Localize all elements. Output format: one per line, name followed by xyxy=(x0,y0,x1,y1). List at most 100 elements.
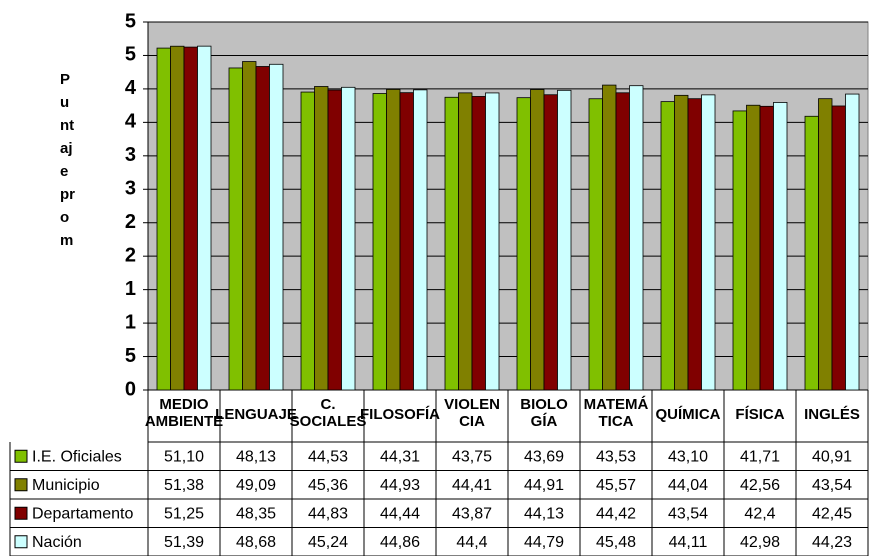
table-cell: 44,79 xyxy=(524,534,564,551)
table-cell: 41,71 xyxy=(740,448,780,465)
table-cell: 44,91 xyxy=(524,477,564,494)
bar xyxy=(845,93,860,391)
table-cell: 44,23 xyxy=(812,534,852,551)
bar xyxy=(197,45,212,391)
table-cell: 51,10 xyxy=(164,448,204,465)
table-cell: 44,31 xyxy=(380,448,420,465)
table-cell: 48,35 xyxy=(236,505,276,522)
table-cell: 44,11 xyxy=(669,534,708,551)
y-tick-label: 1 xyxy=(125,311,136,333)
table-cell: 43,69 xyxy=(524,448,564,465)
legend-key xyxy=(14,478,28,492)
bar xyxy=(242,61,257,391)
bar xyxy=(543,94,558,391)
table-cell: 51,39 xyxy=(164,534,204,551)
bar xyxy=(269,63,284,391)
y-tick-label: 3 xyxy=(125,144,136,166)
table-cell: 44,4 xyxy=(456,534,487,551)
bar xyxy=(530,89,545,391)
y-label-line: o xyxy=(60,209,69,226)
bar xyxy=(629,85,644,391)
y-tick-label: 0 xyxy=(125,378,136,400)
table-cell: 48,68 xyxy=(236,534,276,551)
table-cell: 44,53 xyxy=(308,448,348,465)
legend-key xyxy=(14,449,28,463)
bar xyxy=(746,104,761,391)
table-cell: 42,45 xyxy=(812,505,852,522)
bar xyxy=(804,115,819,391)
table-cell: 44,83 xyxy=(308,505,348,522)
bar xyxy=(615,92,630,391)
table-cell: 43,54 xyxy=(668,505,708,522)
bar xyxy=(557,89,572,391)
y-label-line: P xyxy=(60,71,70,88)
table-cell: 44,86 xyxy=(380,534,420,551)
x-tick-label: BIOLO GÍA xyxy=(520,396,568,430)
bar xyxy=(341,86,356,391)
bar xyxy=(660,101,675,391)
table-cell: 42,4 xyxy=(744,505,775,522)
table-cell: 40,91 xyxy=(812,448,852,465)
bar xyxy=(300,91,315,391)
y-tick-label: 4 xyxy=(125,111,137,133)
y-tick-label: 3 xyxy=(125,178,136,200)
y-tick-label: 2 xyxy=(125,244,136,266)
table-cell: 45,36 xyxy=(308,477,348,494)
legend-label: Nación xyxy=(32,534,82,551)
y-label-line: nt xyxy=(60,117,74,134)
bar xyxy=(471,96,486,391)
bar xyxy=(759,105,774,391)
table-cell: 43,87 xyxy=(452,505,492,522)
legend-label: Departamento xyxy=(32,505,133,522)
bar xyxy=(516,97,531,391)
y-label-line: m xyxy=(60,232,73,249)
table-cell: 44,42 xyxy=(596,505,636,522)
x-tick-label: FÍSICA xyxy=(735,406,784,423)
bar xyxy=(386,88,401,391)
table-cell: 43,53 xyxy=(596,448,636,465)
bar xyxy=(413,89,428,391)
x-tick-label: MATEMÁ TICA xyxy=(584,396,649,430)
bar xyxy=(588,98,603,391)
y-label-line: pr xyxy=(60,186,75,203)
bar xyxy=(831,105,846,391)
bar xyxy=(156,47,171,391)
bar xyxy=(444,96,459,391)
legend-label: Municipio xyxy=(32,477,100,494)
table-cell: 45,24 xyxy=(308,534,348,551)
bar xyxy=(327,89,342,391)
y-tick-label: 1 xyxy=(125,278,136,300)
table-cell: 44,93 xyxy=(380,477,420,494)
bar xyxy=(314,86,329,391)
bar xyxy=(701,94,716,391)
bar xyxy=(732,110,747,391)
x-tick-label: MEDIO AMBIENTE xyxy=(145,396,223,430)
y-tick-label: 4 xyxy=(125,77,137,99)
bar xyxy=(818,98,833,391)
table-cell: 44,04 xyxy=(668,477,708,494)
y-tick-label: 2 xyxy=(125,211,136,233)
table-cell: 43,54 xyxy=(812,477,852,494)
bar xyxy=(485,92,500,391)
x-tick-label: INGLÉS xyxy=(804,406,860,423)
bar xyxy=(687,98,702,391)
y-label-line: u xyxy=(60,94,69,111)
table-cell: 45,48 xyxy=(596,534,636,551)
y-label-line: aj xyxy=(60,140,73,157)
bar xyxy=(170,45,185,391)
table-cell: 51,25 xyxy=(164,505,204,522)
x-tick-label: LENGUAJE xyxy=(215,406,297,423)
table-cell: 42,98 xyxy=(740,534,780,551)
bar xyxy=(183,46,198,391)
y-tick-label: 5 xyxy=(125,345,136,367)
table-cell: 45,57 xyxy=(596,477,636,494)
bar xyxy=(458,92,473,391)
y-axis-label: Pu nt aj e pr om xyxy=(60,71,75,249)
x-tick-label: VIOLEN CIA xyxy=(444,396,500,430)
table-cell: 44,41 xyxy=(452,477,492,494)
bar xyxy=(399,92,414,391)
table-cell: 43,75 xyxy=(452,448,492,465)
table-cell: 44,44 xyxy=(380,505,420,522)
bar xyxy=(372,93,387,391)
bar xyxy=(773,102,788,391)
